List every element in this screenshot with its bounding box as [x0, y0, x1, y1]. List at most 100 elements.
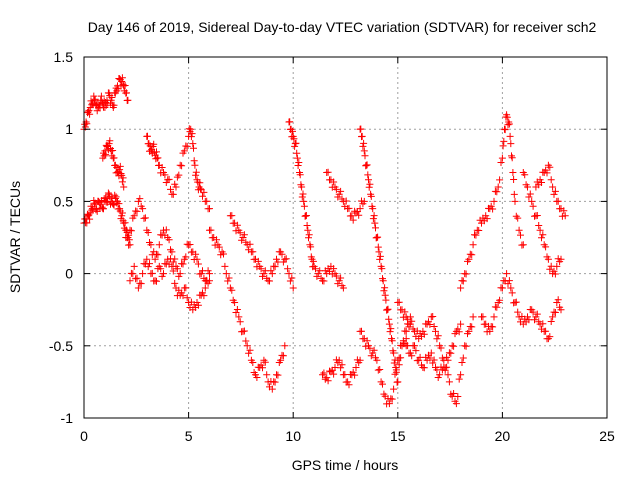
data-point-marker — [187, 133, 195, 141]
data-point-marker — [441, 364, 449, 372]
data-point-marker — [300, 197, 308, 205]
data-point-marker — [165, 175, 173, 183]
data-point-marker — [357, 125, 365, 133]
data-point-marker — [426, 354, 434, 362]
data-point-marker — [514, 308, 522, 316]
data-point-marker — [433, 335, 441, 343]
data-point-marker — [512, 298, 520, 306]
data-point-marker — [137, 280, 145, 288]
data-point-marker — [379, 277, 387, 285]
data-point-marker — [286, 277, 294, 285]
data-point-marker — [427, 349, 435, 357]
data-point-marker — [120, 183, 128, 191]
data-point-marker — [544, 255, 552, 263]
data-point-marker — [483, 215, 491, 223]
x-tick-label: 15 — [390, 428, 406, 444]
data-point-marker — [253, 374, 261, 381]
data-point-marker — [298, 193, 306, 201]
data-point-marker — [268, 385, 276, 393]
data-point-marker — [233, 221, 241, 229]
data-point-marker — [144, 132, 151, 140]
data-point-marker — [430, 356, 438, 364]
data-point-marker — [365, 176, 372, 184]
data-point-marker — [375, 248, 383, 256]
data-point-marker — [401, 308, 409, 316]
data-point-marker — [192, 250, 200, 258]
data-point-marker — [284, 265, 292, 273]
data-point-marker — [199, 192, 206, 200]
data-point-marker — [201, 284, 209, 292]
data-point-marker — [525, 193, 533, 201]
data-point-marker — [385, 400, 393, 408]
data-point-marker — [94, 100, 102, 108]
data-point-marker — [490, 313, 498, 321]
data-point-marker — [139, 270, 147, 278]
data-point-marker — [153, 277, 160, 285]
data-point-marker — [542, 243, 550, 251]
data-point-marker — [115, 200, 123, 208]
data-point-marker — [468, 251, 476, 259]
data-point-marker — [324, 168, 332, 176]
data-point-marker — [108, 94, 116, 101]
data-point-marker — [426, 321, 434, 328]
data-point-marker — [236, 229, 244, 237]
data-point-marker — [143, 255, 151, 263]
data-point-marker — [233, 306, 241, 313]
data-point-marker — [97, 92, 105, 100]
data-point-marker — [356, 205, 364, 213]
data-point-marker — [296, 171, 304, 179]
data-point-marker — [549, 313, 557, 321]
data-point-marker — [90, 92, 98, 100]
data-point-marker — [498, 154, 506, 162]
data-point-marker — [206, 205, 213, 213]
data-point-marker — [91, 96, 98, 104]
data-point-marker — [436, 371, 444, 379]
data-point-marker — [429, 359, 437, 367]
data-point-marker — [529, 308, 537, 316]
data-point-marker — [369, 205, 377, 213]
data-point-marker — [271, 263, 279, 271]
data-point-marker — [337, 187, 345, 195]
data-point-marker — [528, 197, 536, 205]
data-point-marker — [167, 255, 174, 263]
data-point-marker — [386, 328, 394, 336]
data-point-marker — [351, 371, 359, 379]
data-point-marker — [231, 299, 239, 306]
data-point-marker — [395, 354, 403, 362]
data-point-marker — [299, 190, 307, 198]
data-point-marker — [380, 287, 388, 295]
data-point-marker — [533, 212, 541, 219]
data-point-marker — [305, 234, 312, 242]
x-tick-label: 0 — [80, 428, 88, 444]
data-point-marker — [100, 205, 107, 213]
data-point-marker — [376, 255, 384, 263]
data-point-marker — [496, 296, 504, 304]
x-axis-label: GPS time / hours — [292, 457, 399, 473]
data-point-marker — [206, 270, 213, 278]
data-point-marker — [507, 140, 515, 148]
data-point-marker — [133, 207, 141, 215]
data-point-marker — [543, 169, 551, 177]
data-point-marker — [404, 315, 412, 323]
data-point-marker — [207, 226, 215, 234]
data-point-marker — [557, 306, 565, 314]
data-point-marker — [551, 187, 559, 195]
data-point-marker — [118, 178, 126, 186]
data-point-marker — [330, 265, 338, 273]
data-point-marker — [245, 349, 253, 357]
data-point-marker — [171, 279, 179, 287]
data-point-marker — [169, 190, 177, 198]
y-tick-labels: -1 -0.5 0 0.5 1 1.5 — [49, 49, 73, 426]
data-point-marker — [102, 194, 110, 202]
axis-ticks — [83, 56, 608, 419]
data-point-marker — [360, 147, 368, 155]
data-point-marker — [161, 171, 169, 179]
data-point-marker — [172, 183, 180, 191]
data-point-marker — [372, 224, 379, 232]
data-point-marker — [469, 241, 477, 249]
chart-title: Day 146 of 2019, Sidereal Day-to-day VTE… — [88, 19, 597, 35]
data-point-marker — [193, 255, 201, 263]
data-point-marker — [475, 227, 483, 234]
data-point-marker — [560, 207, 568, 215]
x-tick-labels: 0 5 10 15 20 25 — [80, 428, 615, 444]
